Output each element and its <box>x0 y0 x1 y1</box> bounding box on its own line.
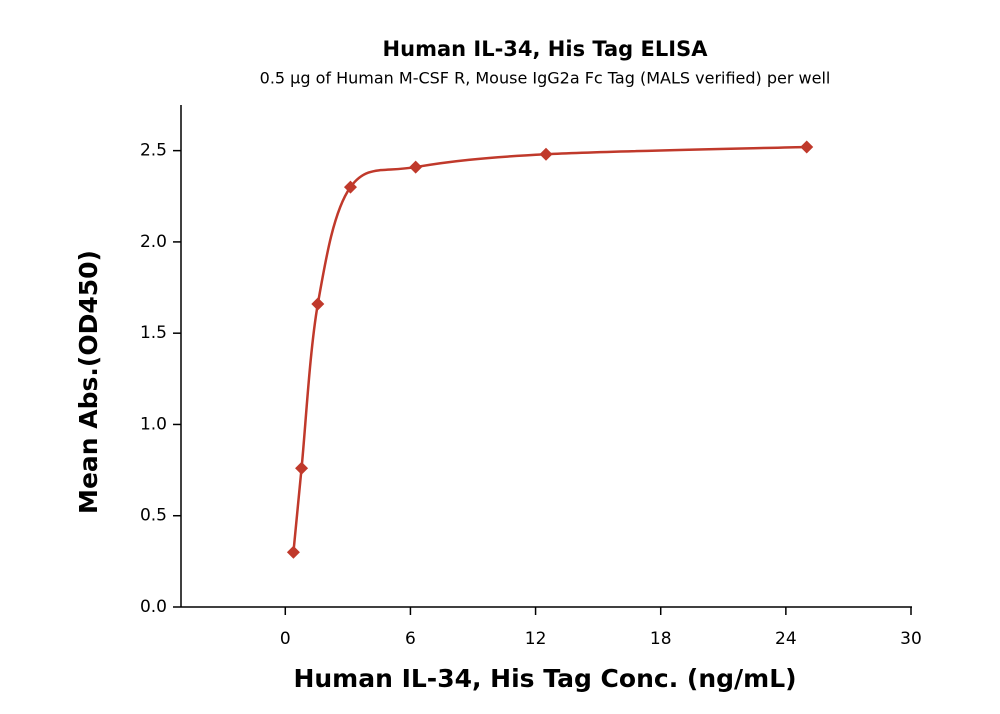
y-tick-label: 2.5 <box>140 141 167 161</box>
data-point <box>539 147 553 161</box>
data-point <box>286 545 300 559</box>
y-tick-label: 2.0 <box>140 232 167 252</box>
y-tick-label: 0.5 <box>140 506 167 526</box>
data-point <box>295 461 309 475</box>
x-axis-label: Human IL-34, His Tag Conc. (ng/mL) <box>293 664 796 693</box>
data-point <box>311 297 325 311</box>
chart-title: Human IL-34, His Tag ELISA <box>383 37 709 61</box>
x-tick-label: 18 <box>650 629 672 649</box>
x-tick-label: 24 <box>775 629 797 649</box>
data-point <box>800 140 814 154</box>
x-tick-label: 12 <box>525 629 547 649</box>
y-tick-label: 1.0 <box>140 414 167 434</box>
y-tick-label: 1.5 <box>140 323 167 343</box>
y-tick-label: 0.0 <box>140 597 167 617</box>
chart-subtitle: 0.5 µg of Human M-CSF R, Mouse IgG2a Fc … <box>260 69 831 88</box>
x-tick-label: 30 <box>900 629 922 649</box>
data-line <box>292 145 807 553</box>
data-point <box>343 180 357 194</box>
data-point <box>409 160 423 174</box>
x-tick-label: 6 <box>405 629 416 649</box>
y-axis-label: Mean Abs.(OD450) <box>74 250 103 514</box>
x-tick-label: 0 <box>280 629 291 649</box>
